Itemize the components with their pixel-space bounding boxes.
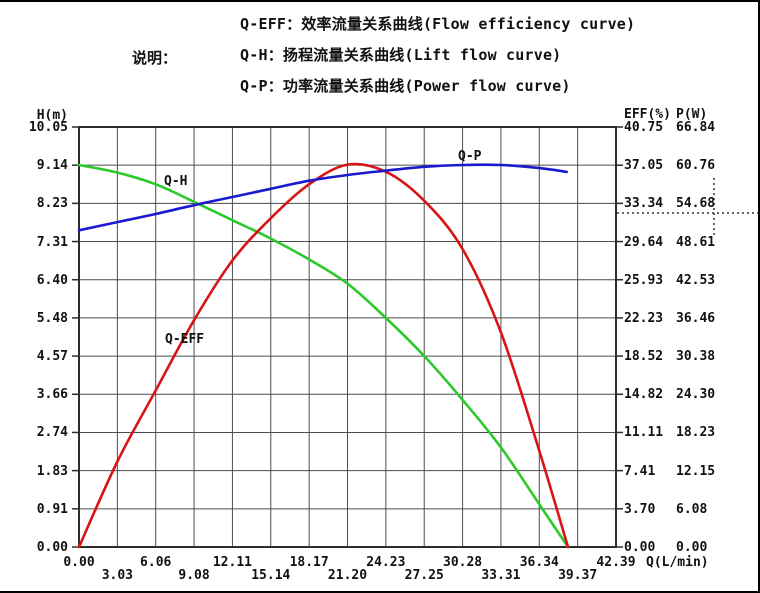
eff-tick-label: 22.23	[624, 310, 664, 326]
p-tick-label: 12.15	[676, 463, 716, 479]
q-tick-label: 39.37	[558, 568, 598, 583]
p-tick-label: 54.68	[676, 196, 716, 212]
h-tick-label: 7.31	[36, 234, 68, 250]
qh-curve-label: Q-H	[164, 174, 188, 189]
q-p-curve	[77, 163, 568, 232]
p-tick-label: 18.23	[676, 425, 716, 441]
qp-curve-label: Q-P	[458, 149, 482, 164]
eff-tick-label: 40.75	[624, 120, 664, 135]
q-tick-label: 12.11	[212, 555, 252, 570]
p-axis-title: P(W)	[676, 107, 708, 122]
eff-tick-label: 14.82	[624, 387, 664, 403]
q-tick-label: 42.39	[596, 555, 636, 570]
q-tick-label: 15.14	[251, 568, 291, 583]
legend-caption: 说明：	[132, 49, 178, 67]
p-tick-label: 60.76	[676, 158, 716, 174]
h-tick-label: 8.23	[36, 196, 68, 212]
h-tick-label: 1.83	[36, 463, 68, 479]
eff-tick-label: 37.05	[624, 158, 664, 174]
h-tick-label: 9.14	[36, 158, 68, 174]
h-tick-label: 0.91	[36, 501, 68, 517]
q-tick-label: 21.20	[327, 568, 368, 583]
q-tick-label: 33.31	[481, 568, 521, 583]
p-tick-label: 24.30	[676, 387, 716, 403]
q-tick-label: 36.34	[519, 555, 559, 570]
legend-line-qh: Q-H：扬程流量关系曲线(Lift flow curve)	[240, 46, 562, 64]
q-tick-label: 27.25	[404, 568, 444, 583]
eff-tick-label: 33.34	[624, 196, 664, 212]
plot-border	[78, 126, 617, 548]
h-tick-label: 10.05	[28, 120, 68, 135]
eff-tick-label: 3.70	[624, 501, 656, 517]
p-tick-label: 30.38	[676, 349, 716, 365]
q-eff-curve	[77, 162, 570, 549]
p-tick-label: 42.53	[676, 272, 716, 288]
p-tick-label: 6.08	[676, 501, 708, 517]
h-tick-label: 4.57	[36, 349, 68, 365]
p-tick-label: 66.84	[676, 120, 716, 135]
q-tick-label: 24.23	[366, 555, 406, 570]
eff-tick-label: 0.00	[624, 540, 656, 555]
p-tick-label: 0.00	[676, 540, 708, 555]
legend: Q-EFF：效率流量关系曲线(Flow efficiency curve) Q-…	[240, 9, 635, 102]
q-tick-label: 3.03	[101, 568, 133, 583]
q-h-curve	[77, 163, 570, 549]
eff-tick-label: 18.52	[624, 349, 664, 365]
eff-tick-label: 25.93	[624, 272, 664, 288]
h-tick-label: 6.40	[36, 272, 68, 288]
eff-tick-label: 11.11	[624, 425, 664, 441]
q-tick-label: 6.06	[140, 555, 172, 570]
h-tick-label: 2.74	[36, 425, 68, 441]
h-tick-label: 0.00	[36, 540, 68, 555]
eff-axis-title: EFF(%)	[624, 107, 671, 122]
eff-tick-label: 7.41	[624, 463, 656, 479]
p-tick-label: 48.61	[676, 234, 716, 250]
q-tick-label: 0.00	[63, 555, 95, 570]
legend-line-qeff: Q-EFF：效率流量关系曲线(Flow efficiency curve)	[240, 15, 636, 33]
p-tick-label: 36.46	[676, 310, 716, 326]
x-axis-title: Q(L/min)	[646, 555, 709, 570]
q-tick-label: 18.17	[289, 555, 329, 570]
h-tick-label: 3.66	[36, 387, 68, 403]
qeff-curve-label: Q-EFF	[165, 332, 205, 347]
q-tick-label: 9.08	[178, 568, 210, 583]
left-axis-title: H(m)	[36, 108, 68, 123]
h-tick-label: 5.48	[36, 310, 68, 326]
q-tick-label: 30.28	[442, 555, 483, 570]
eff-tick-label: 29.64	[624, 234, 664, 250]
legend-line-qp: Q-P：功率流量关系曲线(Power flow curve)	[240, 77, 571, 95]
